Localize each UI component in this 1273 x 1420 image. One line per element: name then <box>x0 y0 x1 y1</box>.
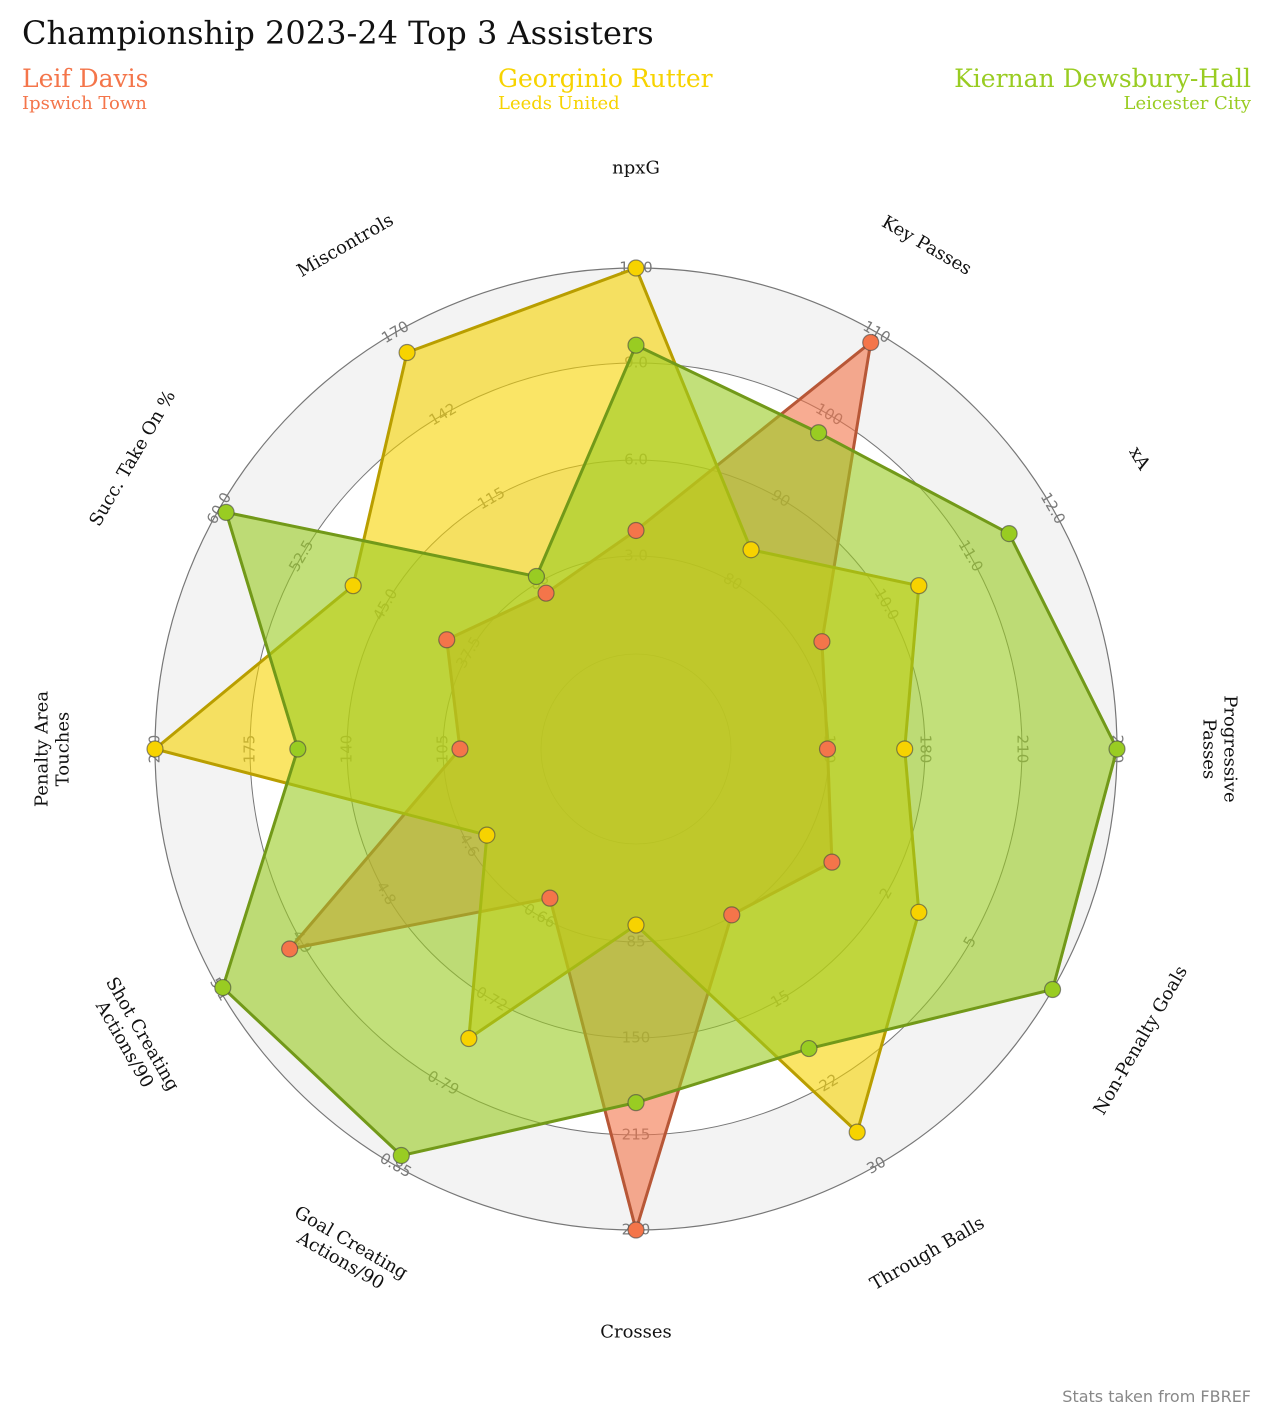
data-point <box>910 577 928 595</box>
data-point <box>146 740 164 758</box>
data-point <box>742 541 760 559</box>
data-point <box>537 584 555 602</box>
axis-label: Through Balls <box>867 1213 989 1295</box>
data-point <box>289 740 307 758</box>
player-team-davis: Ipswich Town <box>22 93 147 114</box>
data-point <box>478 826 496 844</box>
axis-label: ProgressivePasses <box>1199 695 1241 802</box>
data-point <box>848 1123 866 1141</box>
data-point <box>910 903 928 921</box>
data-point <box>451 740 469 758</box>
data-point <box>527 567 545 586</box>
data-point <box>818 740 837 758</box>
data-point <box>809 424 828 442</box>
data-point <box>541 889 559 907</box>
data-point <box>862 333 880 352</box>
data-point <box>896 740 914 758</box>
player-team-dewsbury-hall: Leicester City <box>1123 93 1251 114</box>
axis-label: xA <box>1124 443 1154 474</box>
data-point <box>217 503 235 521</box>
data-point <box>800 1039 818 1058</box>
source-note: Stats taken from FBREF <box>1062 1387 1251 1406</box>
axis-label: npxG <box>612 157 660 178</box>
data-point <box>460 1029 478 1048</box>
axis-label: Goal CreatingActions/90 <box>280 1202 411 1302</box>
data-point <box>1108 740 1126 758</box>
data-point <box>723 906 741 924</box>
data-point <box>627 1221 645 1239</box>
axis-label: Non-Penalty Goals <box>1090 962 1192 1118</box>
data-point <box>823 853 841 871</box>
player-name-rutter: Georginio Rutter <box>498 64 713 93</box>
data-point <box>214 978 232 997</box>
chart-title: Championship 2023-24 Top 3 Assisters <box>22 14 654 52</box>
data-point <box>627 336 645 354</box>
axis-label: Crosses <box>600 1321 672 1342</box>
data-point <box>1043 980 1062 999</box>
data-point <box>1000 524 1018 543</box>
axis-label: Penalty AreaTouches <box>32 691 74 807</box>
axis-label: Succ. Take On % <box>85 387 180 530</box>
data-point <box>392 1146 410 1165</box>
data-point <box>344 577 362 595</box>
player-name-davis: Leif Davis <box>22 64 149 93</box>
axis-label: Shot CreatingActions/90 <box>83 974 183 1105</box>
data-point <box>398 343 416 362</box>
data-point <box>627 1094 645 1112</box>
axis-label: Key Passes <box>878 212 975 280</box>
player-team-rutter: Leeds United <box>498 93 620 114</box>
data-point <box>813 633 831 651</box>
data-point <box>627 916 645 934</box>
axis-label: Miscontrols <box>294 210 398 282</box>
data-point <box>281 940 299 958</box>
data-point <box>627 259 645 277</box>
data-point <box>627 521 645 540</box>
player-name-dewsbury-hall: Kiernan Dewsbury-Hall <box>954 64 1251 93</box>
data-point <box>438 631 456 649</box>
